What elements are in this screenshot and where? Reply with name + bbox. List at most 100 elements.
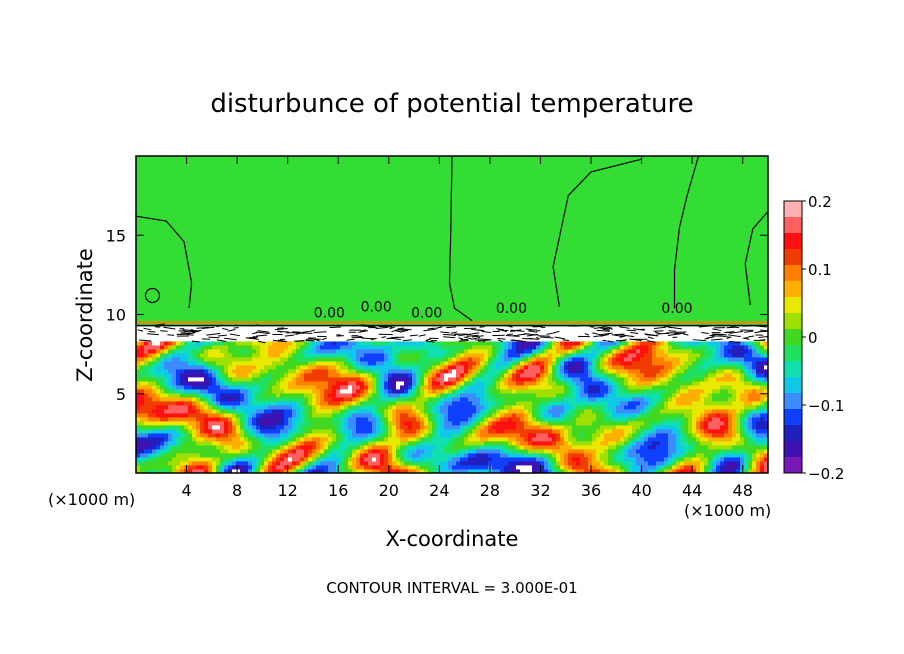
field-cell bbox=[696, 417, 701, 422]
field-cell bbox=[168, 425, 173, 430]
field-cell bbox=[444, 397, 449, 402]
field-cell bbox=[256, 369, 261, 374]
field-cell bbox=[408, 409, 413, 414]
field-cell bbox=[348, 437, 353, 442]
field-cell bbox=[428, 365, 433, 370]
field-cell bbox=[460, 445, 465, 450]
field-cell bbox=[424, 421, 429, 426]
field-cell bbox=[328, 449, 333, 454]
field-cell bbox=[684, 369, 689, 374]
field-cell bbox=[512, 401, 517, 406]
field-cell bbox=[376, 369, 381, 374]
field-cell bbox=[204, 357, 209, 362]
field-cell bbox=[348, 405, 353, 410]
field-cell bbox=[588, 361, 593, 366]
field-cell bbox=[368, 465, 373, 470]
field-cell bbox=[180, 377, 185, 382]
field-cell bbox=[356, 357, 361, 362]
field-cell bbox=[396, 349, 401, 354]
field-cell bbox=[232, 357, 237, 362]
field-cell bbox=[580, 413, 585, 418]
field-cell bbox=[152, 465, 157, 470]
field-cell bbox=[344, 389, 349, 394]
field-cell bbox=[724, 405, 729, 410]
field-cell bbox=[720, 417, 725, 422]
field-cell bbox=[696, 437, 701, 442]
field-cell bbox=[440, 405, 445, 410]
field-cell bbox=[320, 405, 325, 410]
field-cell bbox=[304, 449, 309, 454]
field-cell bbox=[144, 405, 149, 410]
field-cell bbox=[204, 401, 209, 406]
field-cell bbox=[496, 397, 501, 402]
field-cell bbox=[628, 413, 633, 418]
field-cell bbox=[472, 357, 477, 362]
field-cell bbox=[348, 341, 353, 346]
field-cell bbox=[692, 353, 697, 358]
field-cell bbox=[160, 465, 165, 470]
field-cell bbox=[728, 353, 733, 358]
field-cell bbox=[648, 405, 653, 410]
field-cell bbox=[256, 393, 261, 398]
field-cell bbox=[584, 445, 589, 450]
field-cell bbox=[260, 389, 265, 394]
field-cell bbox=[140, 421, 145, 426]
field-cell bbox=[592, 453, 597, 458]
field-cell bbox=[364, 425, 369, 430]
field-cell bbox=[672, 381, 677, 386]
field-cell bbox=[660, 361, 665, 366]
field-cell bbox=[632, 397, 637, 402]
field-cell bbox=[272, 409, 277, 414]
field-cell bbox=[724, 437, 729, 442]
field-cell bbox=[644, 401, 649, 406]
field-cell bbox=[268, 353, 273, 358]
field-cell bbox=[296, 389, 301, 394]
field-cell bbox=[344, 401, 349, 406]
field-cell bbox=[648, 349, 653, 354]
field-cell bbox=[476, 421, 481, 426]
field-cell bbox=[488, 345, 493, 350]
field-cell bbox=[720, 421, 725, 426]
field-cell bbox=[744, 397, 749, 402]
field-cell bbox=[304, 353, 309, 358]
field-cell bbox=[468, 437, 473, 442]
field-cell bbox=[572, 441, 577, 446]
field-cell bbox=[548, 373, 553, 378]
field-cell bbox=[316, 409, 321, 414]
field-cell bbox=[760, 397, 765, 402]
field-cell bbox=[544, 449, 549, 454]
field-cell bbox=[752, 369, 757, 374]
field-cell bbox=[292, 369, 297, 374]
field-cell bbox=[476, 413, 481, 418]
field-cell bbox=[244, 377, 249, 382]
field-cell bbox=[196, 361, 201, 366]
field-cell bbox=[452, 369, 457, 374]
field-cell bbox=[708, 357, 713, 362]
field-cell bbox=[336, 449, 341, 454]
field-cell bbox=[312, 453, 317, 458]
field-cell bbox=[616, 461, 621, 466]
field-cell bbox=[620, 421, 625, 426]
field-cell bbox=[328, 377, 333, 382]
field-cell bbox=[236, 393, 241, 398]
field-cell bbox=[172, 397, 177, 402]
field-cell bbox=[448, 361, 453, 366]
field-cell bbox=[136, 401, 141, 406]
field-cell bbox=[328, 409, 333, 414]
field-cell bbox=[572, 437, 577, 442]
field-cell bbox=[316, 365, 321, 370]
field-cell bbox=[280, 385, 285, 390]
field-cell bbox=[524, 445, 529, 450]
field-cell bbox=[372, 365, 377, 370]
field-cell bbox=[236, 341, 241, 346]
field-cell bbox=[420, 381, 425, 386]
field-cell bbox=[644, 385, 649, 390]
field-cell bbox=[588, 385, 593, 390]
field-cell bbox=[544, 389, 549, 394]
field-cell bbox=[220, 377, 225, 382]
field-cell bbox=[288, 397, 293, 402]
field-cell bbox=[256, 381, 261, 386]
field-cell bbox=[432, 373, 437, 378]
field-cell bbox=[660, 377, 665, 382]
field-cell bbox=[144, 353, 149, 358]
